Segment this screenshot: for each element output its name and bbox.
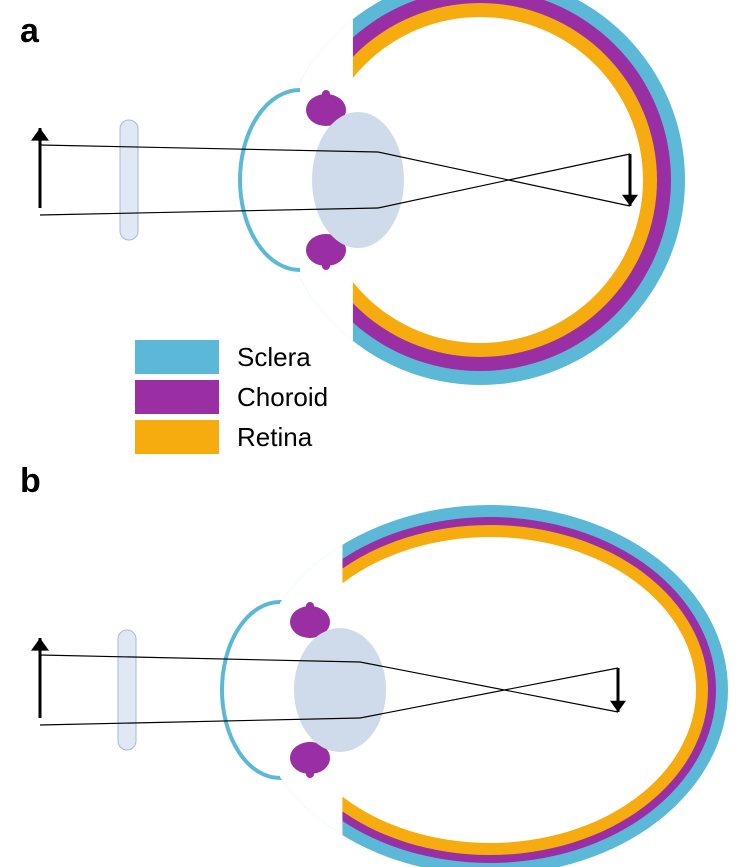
diagram-page: a b Sclera Choroid Retina — [0, 0, 742, 867]
diagram-svg — [0, 0, 742, 867]
